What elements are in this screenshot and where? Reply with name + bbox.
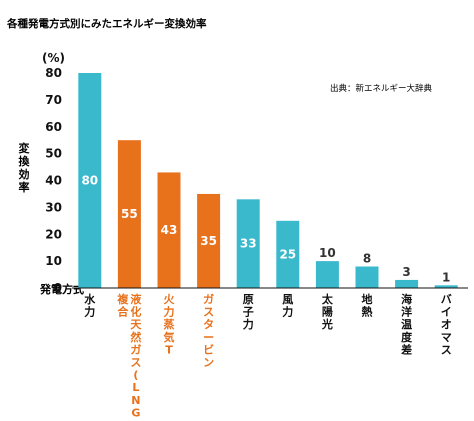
y-tick-label: 0 (54, 281, 62, 295)
source-note: 出典：新エネルギー大辞典 (330, 83, 433, 94)
y-tick-label: 60 (45, 120, 62, 134)
bar (78, 73, 102, 288)
y-axis-title: 変換効率 (19, 141, 31, 194)
bar (355, 266, 379, 288)
category-label: 火力蒸気 T (164, 293, 176, 356)
y-tick-label: 10 (45, 254, 62, 268)
data-label: 35 (200, 234, 217, 248)
category-label: 複合 (116, 292, 129, 319)
bar (197, 193, 221, 288)
y-axis-ticks: 0 10 20 30 40 50 60 70 80 (45, 66, 62, 295)
bar (157, 172, 181, 288)
y-tick-label: 50 (45, 147, 62, 161)
y-tick-label: 70 (45, 93, 62, 107)
y-tick-label: 40 (45, 174, 62, 188)
category-label: 風力 (282, 293, 293, 319)
data-label: 1 (442, 270, 450, 284)
data-label: 25 (279, 247, 296, 261)
category-label: 海洋温度差 (401, 292, 413, 356)
bar (315, 261, 339, 288)
data-label: 10 (319, 246, 336, 260)
category-label: 水力 (84, 292, 96, 319)
y-tick-label: 20 (45, 227, 62, 241)
bar (117, 140, 141, 288)
y-tick-label: 80 (45, 66, 62, 80)
data-label: 3 (402, 265, 410, 279)
data-label: 43 (161, 223, 178, 237)
x-axis-title: 発電方式 (39, 282, 84, 296)
category-label: 原子力 (243, 293, 254, 331)
category-label: バイオマス (441, 293, 452, 356)
data-label: 33 (240, 237, 257, 251)
y-unit: (%) (42, 51, 65, 65)
data-label: 55 (121, 207, 138, 221)
category-label: 地熱 (362, 292, 373, 319)
category-label: 液化天然ガス(LNG) (130, 292, 142, 421)
bar (434, 285, 458, 288)
category-label: 太陽光 (321, 292, 334, 331)
bars: 80 55 43 35 33 25 10 8 3 1 (78, 73, 458, 288)
y-axis-title-text: 変換効率 (19, 141, 31, 194)
y-tick-label: 30 (45, 200, 62, 214)
bar (236, 199, 260, 288)
chart-title: 各種発電方式別にみたエネルギー変換効率 (6, 17, 207, 30)
data-label: 8 (363, 252, 371, 266)
data-label: 80 (81, 174, 98, 188)
bar (395, 279, 419, 288)
category-label: ガスタービン (203, 292, 214, 369)
bar (276, 220, 300, 288)
